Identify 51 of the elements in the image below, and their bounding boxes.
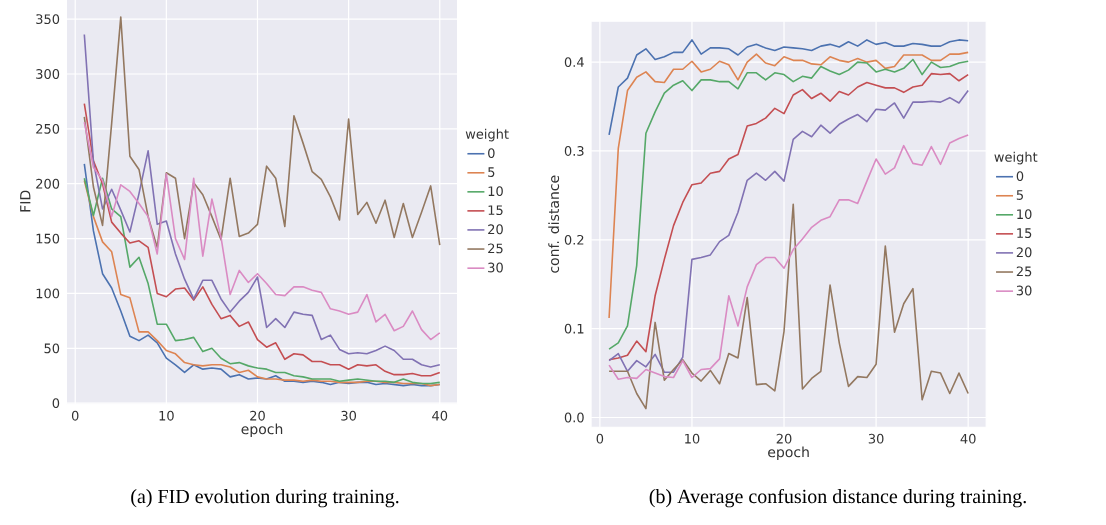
x-tick-label: 20 <box>250 410 265 421</box>
x-tick-label: 0 <box>596 433 604 444</box>
y-tick-label: 0 <box>52 398 60 409</box>
x-tick-label: 30 <box>341 410 357 421</box>
legend-label: 0 <box>1016 171 1024 181</box>
x-tick-label: 20 <box>776 433 792 444</box>
y-tick-label: 50 <box>44 343 60 354</box>
legend-label: 20 <box>1016 247 1032 258</box>
line-series <box>83 16 441 249</box>
legend-label: 30 <box>1016 285 1032 296</box>
legend-label: 20 <box>488 224 503 235</box>
x-axis-title: epoch <box>241 423 283 438</box>
y-axis-title: conf. distance <box>548 175 560 273</box>
y-tick-label: 0.1 <box>564 323 584 334</box>
x-tick-label: 40 <box>960 433 976 444</box>
x-axis-title: epoch <box>768 446 809 460</box>
y-axis-title: FID <box>20 190 31 212</box>
x-tick-label: 10 <box>159 410 174 421</box>
y-tick-label: 250 <box>36 123 60 134</box>
y-tick-label: 0.2 <box>564 234 584 245</box>
x-tick-label: 0 <box>71 410 79 421</box>
line-series <box>83 33 441 368</box>
line-series <box>83 102 441 377</box>
legend-label: 30 <box>488 262 503 273</box>
y-tick-label: 350 <box>36 14 60 25</box>
line-series <box>83 121 441 341</box>
legend-label: 15 <box>1017 228 1032 239</box>
text: (a) FID evolution during training. <box>131 489 399 508</box>
y-tick-label: 150 <box>36 233 60 244</box>
legend-label: 10 <box>1017 209 1032 220</box>
y-tick-label: 300 <box>36 69 60 79</box>
x-tick-label: 30 <box>868 433 884 444</box>
y-tick-label: 0.4 <box>564 57 584 68</box>
legend-label: 25 <box>1016 266 1032 277</box>
legend-label: 15 <box>488 205 503 216</box>
y-tick-label: 0.0 <box>564 412 584 423</box>
y-tick-label: 200 <box>36 178 60 189</box>
line-series <box>608 134 969 381</box>
line-series <box>608 39 969 136</box>
x-tick-label: 10 <box>685 433 700 444</box>
legend-label: 5 <box>488 167 495 177</box>
legend-label: 25 <box>488 243 503 254</box>
legend-title: weight <box>994 151 1038 165</box>
y-tick-label: 0.3 <box>564 146 584 156</box>
legend-label: 0 <box>488 148 495 159</box>
legend-label: 10 <box>488 186 503 197</box>
text: (b) Average confusion distance during training. <box>649 488 1026 508</box>
legend-label: 5 <box>1016 190 1023 200</box>
y-tick-label: 100 <box>36 288 60 299</box>
legend-title: weight <box>465 128 509 142</box>
x-tick-label: 40 <box>432 410 448 421</box>
